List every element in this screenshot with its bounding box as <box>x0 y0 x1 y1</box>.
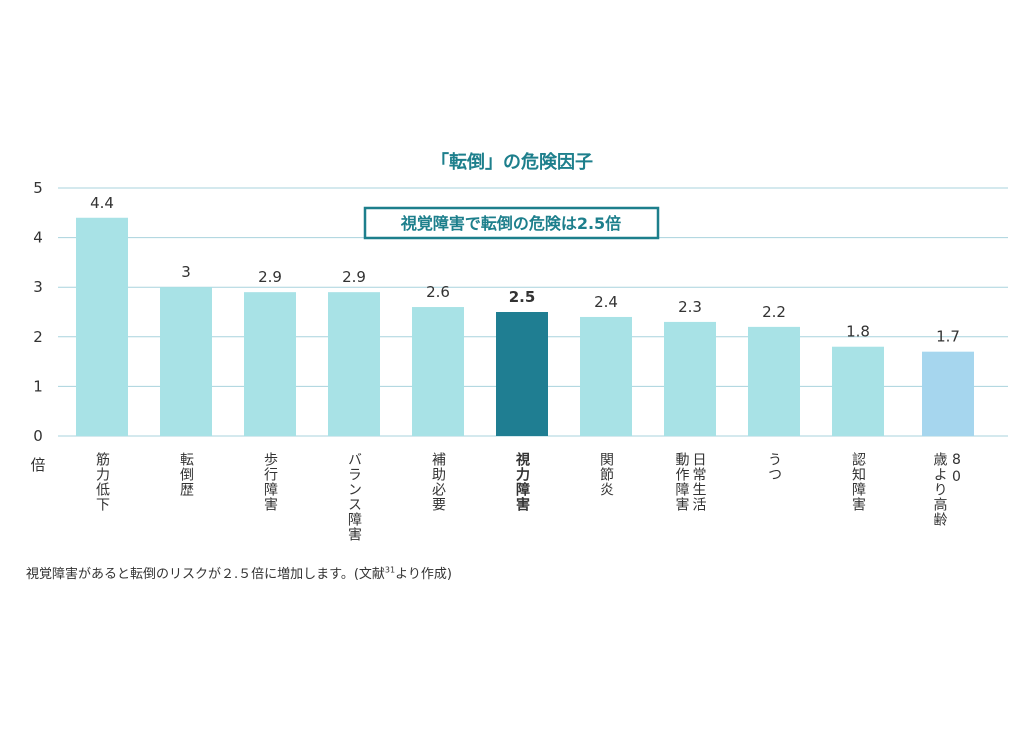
bar <box>496 312 548 436</box>
bar <box>160 287 212 436</box>
bar <box>832 346 884 436</box>
chart-title: 「転倒」の危険因子 <box>431 151 593 173</box>
y-axis: 0 1 2 3 4 5 <box>33 179 43 445</box>
data-label: 1.8 <box>846 323 870 341</box>
category-label: バランス障害 <box>346 452 362 542</box>
data-label: 2.5 <box>509 288 536 306</box>
category-label: 歩行障害 <box>262 452 278 512</box>
bar <box>922 351 974 436</box>
bar <box>76 217 128 436</box>
data-label: 2.2 <box>762 303 786 321</box>
bar <box>580 316 632 436</box>
category-label: 日常生活 <box>691 452 707 512</box>
footnote: 視覚障害があると転倒のリスクが２.５倍に増加します。(文献31より作成) <box>26 563 452 582</box>
footnote-suffix: より作成) <box>395 567 452 582</box>
data-label: 2.9 <box>258 268 282 286</box>
data-label: 2.6 <box>426 283 450 301</box>
y-tick-label: 1 <box>33 377 43 395</box>
annotation-text: 視覚障害で転倒の危険は2.5倍 <box>400 214 621 233</box>
data-label: 1.7 <box>936 328 960 346</box>
bar <box>664 321 716 436</box>
bar <box>412 307 464 436</box>
data-label: 4.4 <box>90 194 114 212</box>
category-label: 認知障害 <box>850 452 866 512</box>
data-label: 3 <box>181 263 191 281</box>
y-tick-label: 2 <box>33 328 43 346</box>
bar <box>244 292 296 436</box>
y-tick-label: 3 <box>33 278 43 296</box>
category-label: 視力障害 <box>514 451 531 512</box>
annotation-box: 視覚障害で転倒の危険は2.5倍 <box>363 206 660 240</box>
y-tick-label: 5 <box>33 179 43 197</box>
bar <box>748 326 800 436</box>
y-axis-unit: 倍 <box>30 456 45 474</box>
bars: 4.4 3 2.9 2.9 2.6 2.5 2.4 2.3 2.2 1.8 1.7 <box>76 194 974 436</box>
data-label: 2.4 <box>594 293 618 311</box>
data-label: 2.3 <box>678 298 702 316</box>
y-tick-label: 0 <box>33 427 43 445</box>
category-label: 筋力低下 <box>94 451 110 512</box>
category-label: うつ <box>766 452 782 482</box>
footnote-text: 視覚障害があると転倒のリスクが２.５倍に増加します。(文献 <box>26 567 385 582</box>
category-label: 関節炎 <box>598 452 614 497</box>
category-label: 動作障害 <box>674 452 690 512</box>
category-label: 歳より高齢 <box>932 452 948 527</box>
bar <box>328 292 380 436</box>
category-label: 補助必要 <box>430 452 446 512</box>
y-tick-label: 4 <box>33 229 43 247</box>
data-label: 2.9 <box>342 268 366 286</box>
footnote-ref: 31 <box>384 565 396 575</box>
category-label: 80 <box>949 452 965 486</box>
category-label: 転倒歴 <box>178 452 194 497</box>
